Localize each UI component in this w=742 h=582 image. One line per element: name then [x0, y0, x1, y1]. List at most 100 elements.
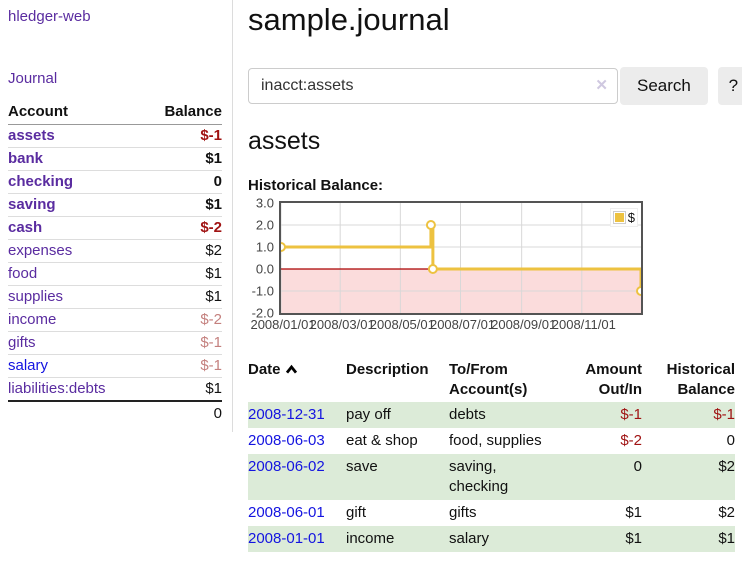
transaction-date-link[interactable]: 2008-06-01 — [248, 504, 325, 521]
account-link[interactable]: expenses — [8, 242, 73, 259]
clear-search-icon[interactable]: ✕ — [595, 77, 608, 94]
x-tick-label: 2008/03/01 — [309, 317, 375, 332]
legend-color-swatch — [612, 211, 626, 224]
account-link[interactable]: income — [8, 311, 57, 328]
account-row: gifts $-1 — [8, 331, 222, 355]
y-tick-label: 0.0 — [255, 261, 274, 277]
legend-label: $ — [627, 210, 635, 225]
transaction-amount: $1 — [625, 504, 642, 521]
account-link[interactable]: food — [8, 265, 38, 282]
account-link[interactable]: gifts — [8, 334, 36, 351]
account-heading: assets — [248, 127, 321, 155]
y-tick-label: 2.0 — [255, 217, 274, 233]
app: hledger-web Journal Account Balance asse… — [0, 0, 742, 552]
table-row: 2008-06-01 gift gifts $1 $2 — [248, 500, 735, 526]
account-balance: $-2 — [142, 216, 222, 240]
historical-balance-chart: 3.0 2.0 1.0 0.0 -1.0 -2.0 $ — [248, 196, 742, 321]
sort-ascending-icon — [285, 361, 298, 381]
account-balance: $-2 — [142, 308, 222, 332]
x-tick-label: 2008/09/01 — [491, 317, 557, 332]
y-tick-label: -2.0 — [251, 305, 274, 321]
accounts-table: Account Balance assets $-1 bank $1 checking 0… — [8, 100, 222, 425]
register-header-description: Description — [346, 361, 429, 378]
chart-x-axis-labels: 2008/01/01 2008/03/01 2008/05/01 2008/07/01… — [250, 315, 645, 335]
main-content: sample.journal ✕ Search ? assets Histori… — [233, 0, 742, 552]
account-balance: 0 — [142, 170, 222, 194]
chart-plot-area: $ — [276, 201, 646, 315]
account-row: salary $-1 — [8, 354, 222, 378]
account-link[interactable]: saving — [8, 196, 56, 213]
transaction-amount: $-1 — [620, 406, 642, 423]
transaction-date-link[interactable]: 2008-12-31 — [248, 406, 325, 423]
transaction-balance: $2 — [718, 458, 735, 475]
accounts-header-account: Account — [8, 100, 143, 125]
account-balance: $-1 — [142, 354, 222, 378]
account-row: expenses $2 — [8, 239, 222, 263]
y-tick-label: 3.0 — [255, 195, 274, 211]
account-balance: $1 — [142, 285, 222, 309]
chart-title: Historical Balance: — [248, 177, 384, 194]
account-link[interactable]: assets — [8, 127, 55, 144]
accounts-total-row: 0 — [8, 400, 222, 425]
account-link[interactable]: checking — [8, 173, 74, 190]
transaction-description: save — [346, 458, 378, 475]
account-balance: $1 — [142, 147, 222, 171]
register-header-balance: Historical Balance — [666, 361, 735, 398]
table-row: 2008-06-02 save saving, checking 0 $2 — [248, 454, 735, 500]
x-tick-label: 2008/11/01 — [551, 317, 616, 332]
transaction-date-link[interactable]: 2008-01-01 — [248, 530, 325, 547]
account-row: cash $-2 — [8, 216, 222, 240]
x-tick-label: 2008/05/01 — [369, 317, 435, 332]
transaction-description: pay off — [346, 406, 391, 423]
account-link[interactable]: bank — [8, 150, 44, 167]
sidebar: hledger-web Journal Account Balance asse… — [0, 0, 233, 432]
brand-link[interactable]: hledger-web — [8, 8, 91, 25]
account-link[interactable]: liabilities:debts — [8, 380, 106, 397]
table-row: 2008-06-03 eat & shop food, supplies $-2 0 — [248, 428, 735, 454]
account-balance: $1 — [142, 193, 222, 217]
transaction-accounts: debts — [449, 406, 486, 423]
x-tick-label: 2008/01/01 — [250, 317, 316, 332]
account-balance: $-1 — [142, 331, 222, 355]
account-balance: $1 — [142, 377, 222, 402]
help-button[interactable]: ? — [717, 67, 742, 105]
account-row: saving $1 — [8, 193, 222, 217]
transaction-description: gift — [346, 504, 367, 521]
register-header-accounts: To/From Account(s) — [449, 361, 528, 398]
account-row: supplies $1 — [8, 285, 222, 309]
y-tick-label: 1.0 — [255, 239, 274, 255]
account-row: bank $1 — [8, 147, 222, 171]
account-link[interactable]: salary — [8, 357, 49, 374]
table-row: 2008-01-01 income salary $1 $1 — [248, 526, 735, 552]
account-balance: $-1 — [142, 124, 222, 148]
transaction-accounts: saving, checking — [449, 458, 509, 495]
account-row: food $1 — [8, 262, 222, 286]
accounts-total-value: 0 — [142, 400, 222, 425]
sidebar-item-journal[interactable]: Journal — [8, 70, 58, 87]
transaction-date-link[interactable]: 2008-06-02 — [248, 458, 325, 475]
balance-line-chart — [276, 203, 646, 313]
transaction-accounts: food, supplies — [449, 432, 542, 449]
account-balance: $2 — [142, 239, 222, 263]
chart-legend: $ — [609, 208, 638, 227]
transaction-balance: $1 — [718, 530, 735, 547]
transaction-balance: $-1 — [713, 406, 735, 423]
account-row: assets $-1 — [8, 124, 222, 148]
transaction-accounts: gifts — [449, 504, 477, 521]
account-balance: $1 — [142, 262, 222, 286]
transaction-amount: 0 — [633, 458, 642, 475]
register-header-date[interactable]: Date — [248, 358, 346, 402]
account-row: income $-2 — [8, 308, 222, 332]
transaction-accounts: salary — [449, 530, 490, 547]
search-button[interactable]: Search — [620, 67, 708, 105]
transaction-date-link[interactable]: 2008-06-03 — [248, 432, 325, 449]
account-row: liabilities:debts $1 — [8, 377, 222, 402]
search-bar: ✕ Search ? — [248, 67, 742, 105]
transaction-description: eat & shop — [346, 432, 418, 449]
x-tick-label: 2008/07/01 — [429, 317, 496, 332]
account-link[interactable]: cash — [8, 219, 43, 236]
account-link[interactable]: supplies — [8, 288, 64, 305]
transaction-balance: 0 — [726, 432, 735, 449]
search-input[interactable] — [248, 68, 618, 104]
page-title: sample.journal — [248, 2, 450, 37]
